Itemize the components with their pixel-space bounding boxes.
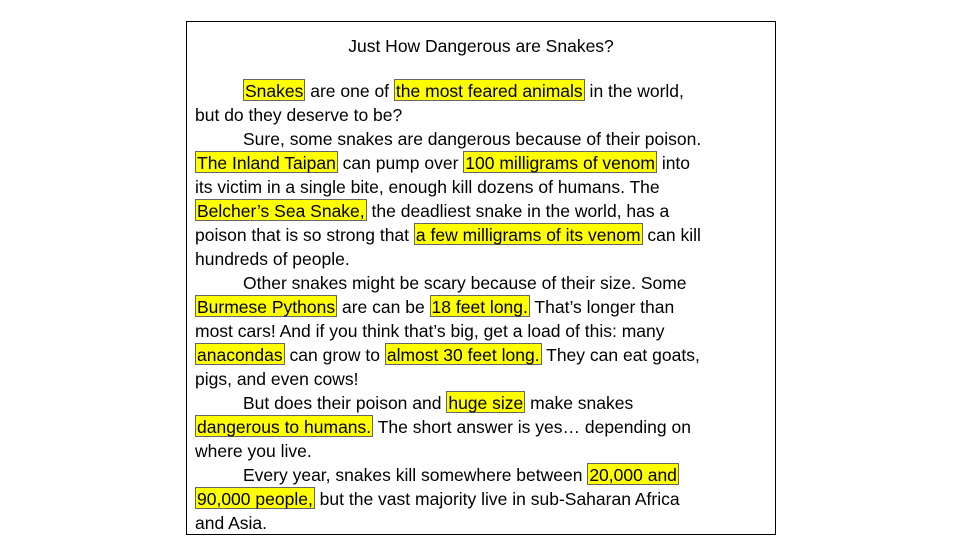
text-line: hundreds of people. bbox=[195, 247, 350, 271]
text-span: can pump over bbox=[337, 153, 464, 173]
text-span: pigs, and even cows! bbox=[195, 369, 359, 389]
text-line: pigs, and even cows! bbox=[195, 367, 358, 391]
text-span: its victim in a single bite, enough kill… bbox=[195, 177, 660, 197]
text-span: but do they deserve to be? bbox=[195, 105, 403, 125]
highlighted-phrase: 90,000 people, bbox=[195, 487, 315, 509]
highlighted-phrase: a few milligrams of its venom bbox=[413, 223, 643, 245]
text-line: The Inland Taipan can pump over 100 mill… bbox=[195, 151, 690, 175]
text-span: Other snakes might be scary because of t… bbox=[243, 273, 687, 293]
document-card: Just How Dangerous are Snakes? Snakes ar… bbox=[186, 21, 776, 535]
text-span: but the vast majority live in sub-Sahara… bbox=[314, 489, 680, 509]
highlighted-phrase: The Inland Taipan bbox=[195, 151, 338, 173]
text-line: Snakes are one of the most feared animal… bbox=[195, 79, 684, 103]
text-line: Belcher’s Sea Snake, the deadliest snake… bbox=[195, 199, 669, 223]
highlighted-phrase: 20,000 and bbox=[587, 463, 679, 485]
text-line: anacondas can grow to almost 30 feet lon… bbox=[195, 343, 700, 367]
text-line: and Asia. bbox=[195, 511, 267, 535]
document-title: Just How Dangerous are Snakes? bbox=[348, 36, 614, 56]
text-line: Other snakes might be scary because of t… bbox=[195, 271, 687, 295]
text-line: most cars! And if you think that’s big, … bbox=[195, 319, 665, 343]
text-line: Every year, snakes kill somewhere betwee… bbox=[195, 463, 679, 487]
text-span: can grow to bbox=[284, 345, 385, 365]
text-line: 90,000 people, but the vast majority liv… bbox=[195, 487, 680, 511]
text-span: The short answer is yes… depending on bbox=[373, 417, 691, 437]
highlighted-phrase: Burmese Pythons bbox=[195, 295, 338, 317]
highlighted-phrase: 100 milligrams of venom bbox=[463, 151, 657, 173]
highlighted-phrase: 18 feet long. bbox=[429, 295, 530, 317]
highlighted-phrase: dangerous to humans. bbox=[195, 415, 374, 437]
highlighted-phrase: almost 30 feet long. bbox=[384, 343, 542, 365]
text-span: can kill bbox=[642, 225, 701, 245]
highlighted-phrase: anacondas bbox=[195, 343, 285, 365]
text-span: That’s longer than bbox=[529, 297, 675, 317]
text-span: the deadliest snake in the world, has a bbox=[366, 201, 670, 221]
text-span: poison that is so strong that bbox=[195, 225, 414, 245]
text-span: are can be bbox=[337, 297, 430, 317]
text-line: where you live. bbox=[195, 439, 312, 463]
text-span: make snakes bbox=[525, 393, 634, 413]
text-line: But does their poison and huge size make… bbox=[195, 391, 633, 415]
text-span: Every year, snakes kill somewhere betwee… bbox=[243, 465, 588, 485]
text-line: Burmese Pythons are can be 18 feet long.… bbox=[195, 295, 674, 319]
text-line: poison that is so strong that a few mill… bbox=[195, 223, 701, 247]
text-line: dangerous to humans. The short answer is… bbox=[195, 415, 691, 439]
text-span: where you live. bbox=[195, 441, 312, 461]
text-span: hundreds of people. bbox=[195, 249, 350, 269]
text-line: but do they deserve to be? bbox=[195, 103, 402, 127]
text-span: are one of bbox=[305, 81, 394, 101]
highlighted-phrase: huge size bbox=[446, 391, 526, 413]
highlighted-phrase: Snakes bbox=[243, 79, 306, 101]
highlighted-phrase: Belcher’s Sea Snake, bbox=[195, 199, 367, 221]
text-span: They can eat goats, bbox=[541, 345, 700, 365]
highlighted-phrase: the most feared animals bbox=[393, 79, 585, 101]
text-line: its victim in a single bite, enough kill… bbox=[195, 175, 660, 199]
text-span: into bbox=[656, 153, 691, 173]
text-line: Sure, some snakes are dangerous because … bbox=[195, 127, 701, 151]
text-span: and Asia. bbox=[195, 513, 267, 533]
text-span: But does their poison and bbox=[243, 393, 447, 413]
text-span: in the world, bbox=[584, 81, 684, 101]
text-span: most cars! And if you think that’s big, … bbox=[195, 321, 665, 341]
text-span: Sure, some snakes are dangerous because … bbox=[243, 129, 702, 149]
